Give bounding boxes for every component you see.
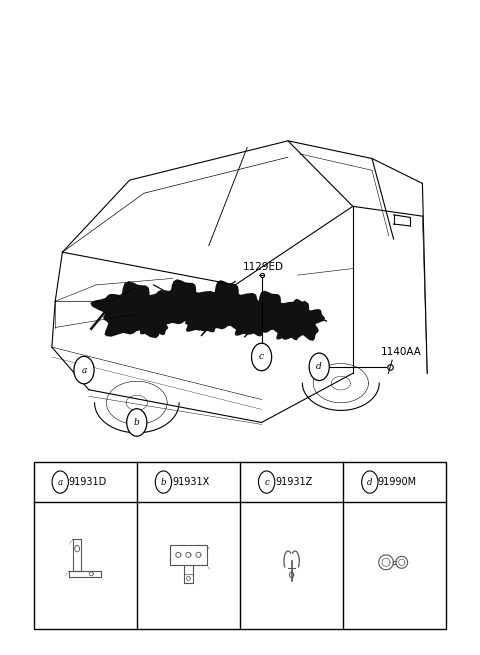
Polygon shape [133,305,173,335]
Text: a: a [58,477,63,487]
Text: d: d [316,362,322,371]
Text: a: a [81,365,87,375]
Circle shape [258,471,275,493]
Polygon shape [143,279,220,328]
Text: 91931D: 91931D [69,477,107,487]
Polygon shape [187,280,262,333]
Text: 1129ED: 1129ED [242,262,284,272]
Text: b: b [134,418,140,427]
Text: b: b [161,477,166,487]
Bar [34,462,446,629]
Circle shape [52,471,69,493]
Text: 91931Z: 91931Z [276,477,312,487]
Polygon shape [90,281,177,338]
Text: d: d [367,477,372,487]
Polygon shape [270,313,305,341]
Text: c: c [264,477,269,487]
Text: 91990M: 91990M [378,477,417,487]
Polygon shape [178,305,224,333]
Circle shape [361,471,378,493]
Circle shape [309,353,329,381]
Circle shape [74,356,94,384]
Text: 1140AA: 1140AA [380,347,421,357]
Polygon shape [227,307,271,337]
Circle shape [252,343,272,371]
Text: c: c [259,352,264,362]
Polygon shape [234,291,302,336]
Circle shape [127,409,147,436]
Circle shape [155,471,172,493]
Text: 91931X: 91931X [172,477,209,487]
Polygon shape [274,299,325,341]
